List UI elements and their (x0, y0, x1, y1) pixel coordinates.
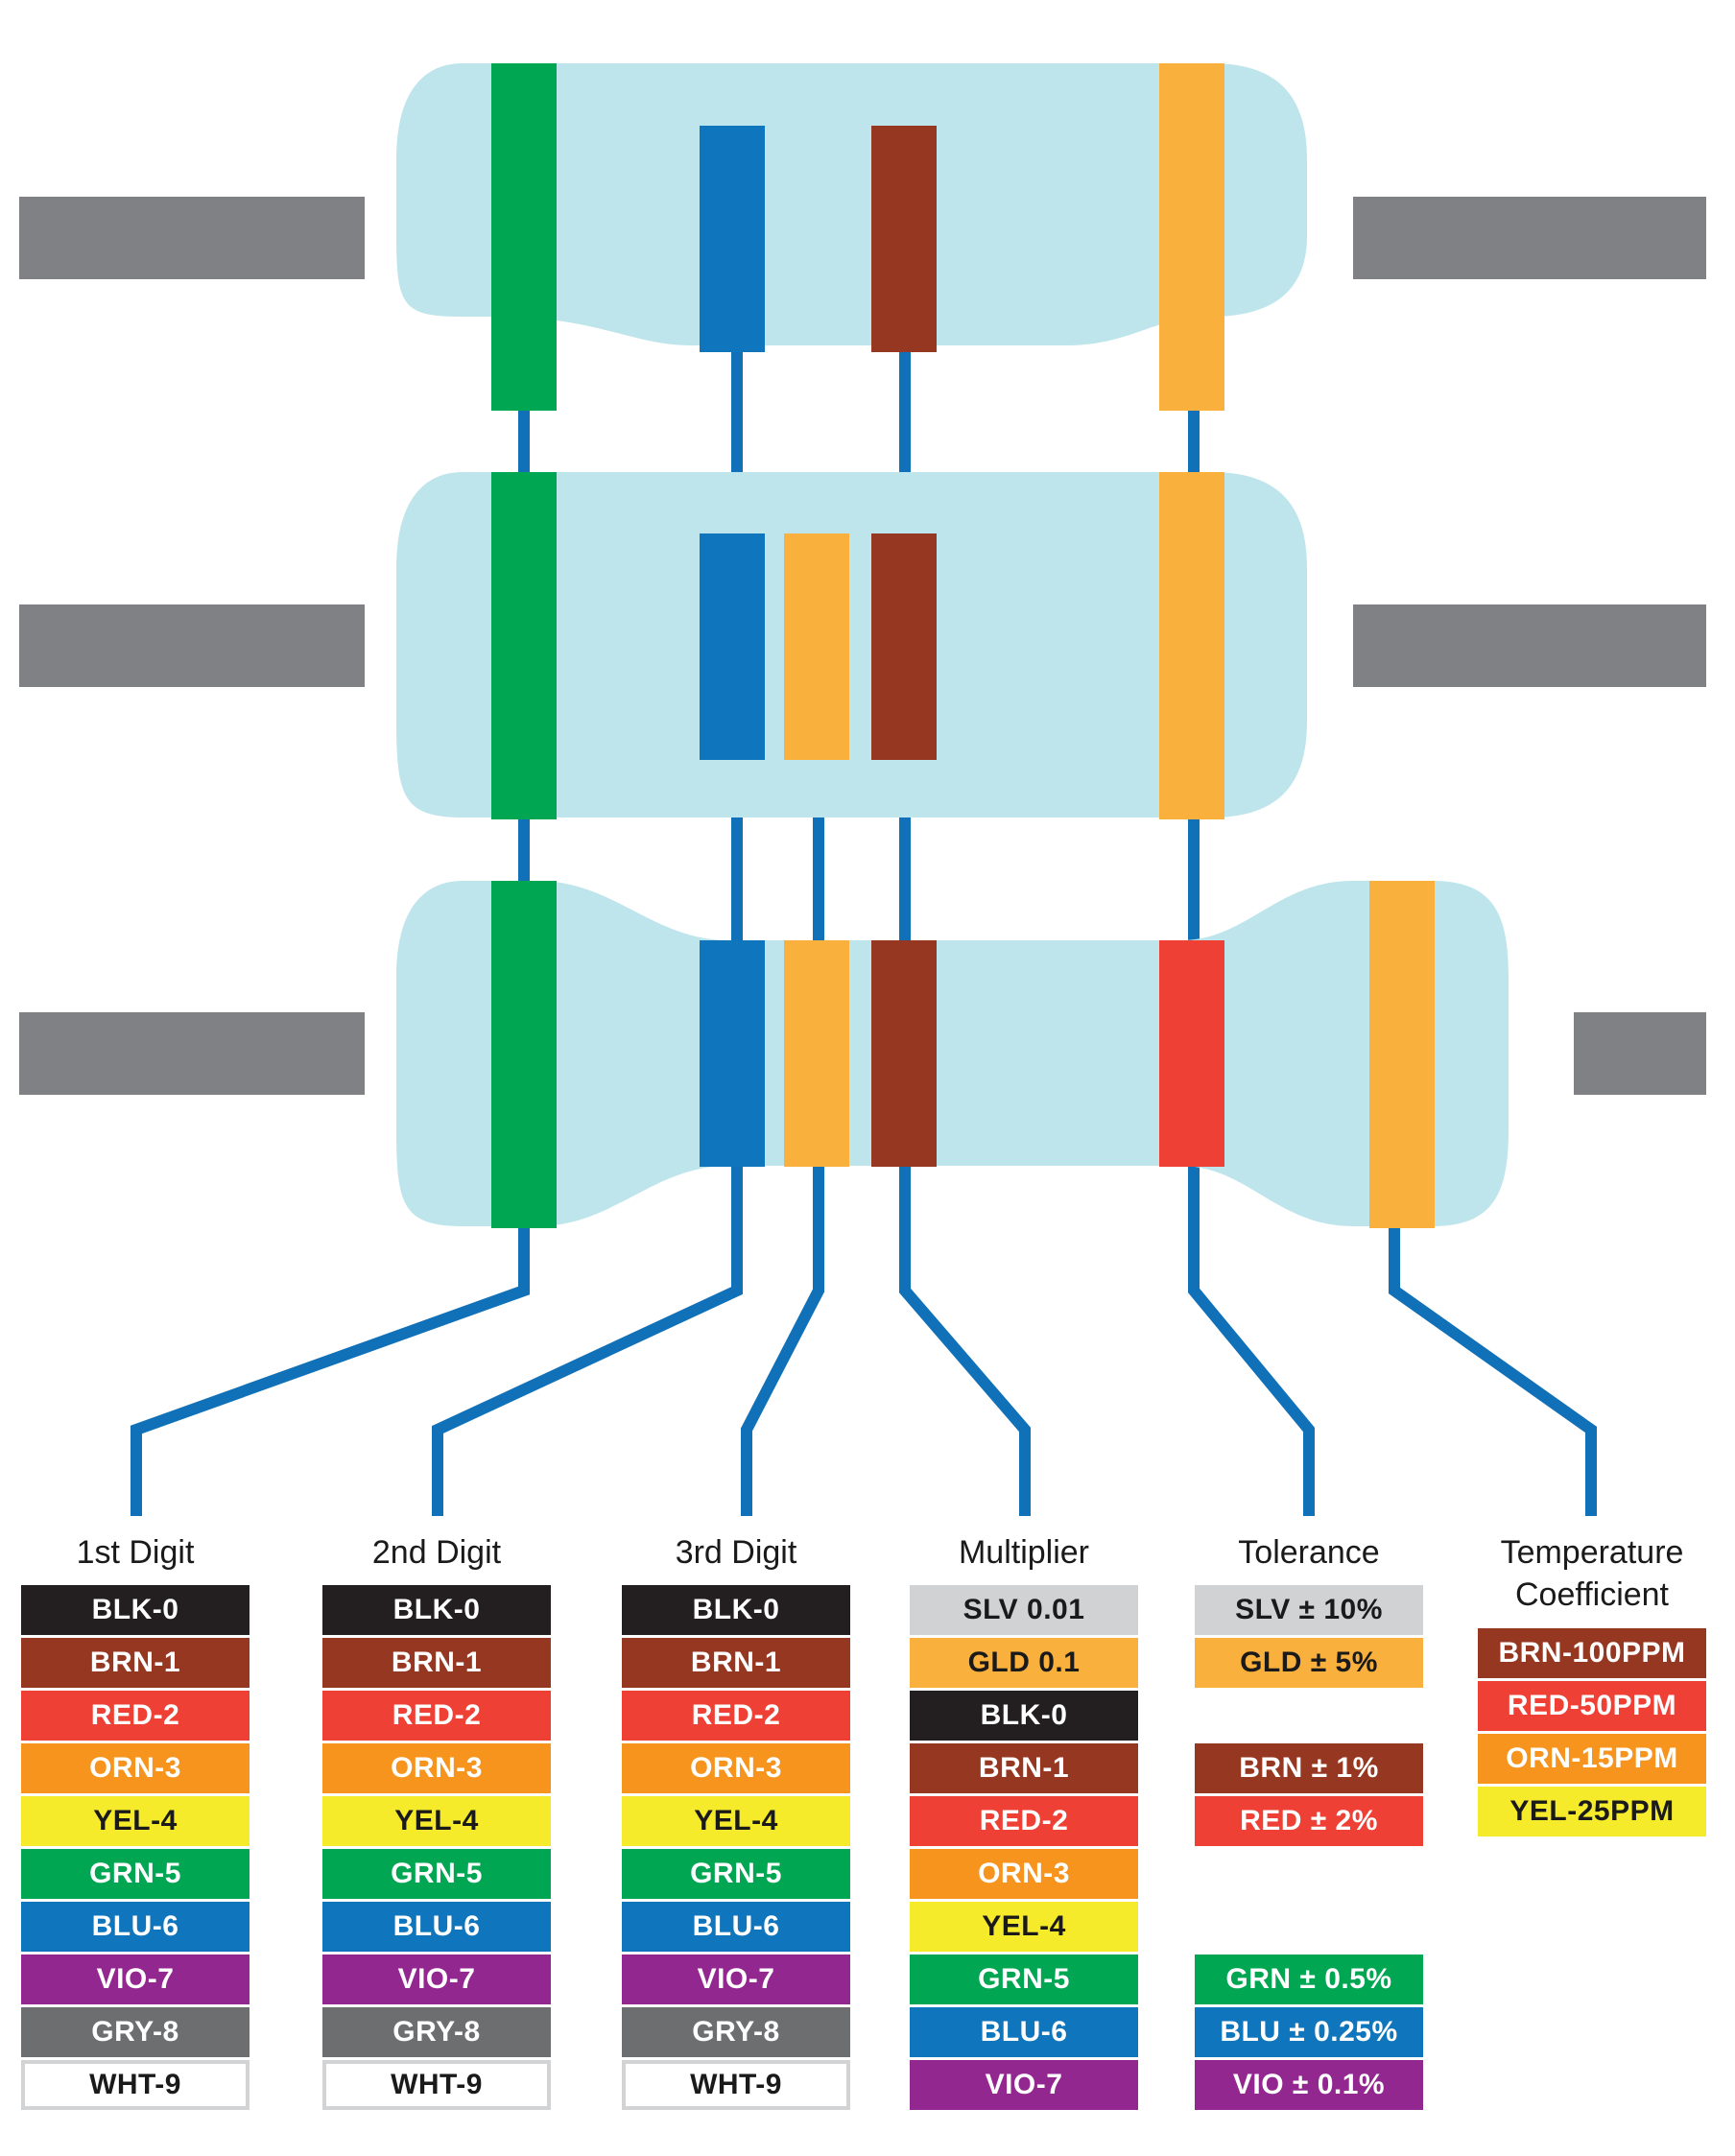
resistor-body (396, 472, 1307, 817)
resistor-4-band (19, 63, 1706, 411)
swatch-digit1: ORN-3 (21, 1743, 250, 1793)
swatch-digit3: GRN-5 (622, 1849, 850, 1899)
swatch-digit3: BLK-0 (622, 1585, 850, 1635)
swatch-tempco: RED-50PPM (1478, 1681, 1706, 1731)
swatch-digit1: BLU-6 (21, 1902, 250, 1952)
column-title-tolerance: Tolerance (1238, 1534, 1380, 1571)
swatch-tolerance: BRN ± 1% (1195, 1743, 1423, 1793)
band-gold (1159, 472, 1224, 819)
swatch-digit3: VIO-7 (622, 1955, 850, 2004)
wire-tempco (1389, 1226, 1597, 1516)
swatch-digit2: BLK-0 (322, 1585, 551, 1635)
band-orange-tempco (1369, 881, 1435, 1228)
band-orange (784, 940, 849, 1167)
swatch-digit1: GRY-8 (21, 2007, 250, 2057)
lead-right (1574, 1012, 1706, 1095)
lead-left (19, 604, 365, 687)
swatch-multiplier: GRN-5 (910, 1955, 1138, 2004)
swatch-digit2: ORN-3 (322, 1743, 551, 1793)
swatch-digit3: ORN-3 (622, 1743, 850, 1793)
swatch-digit2: WHT-9 (322, 2060, 551, 2110)
band-green (491, 472, 557, 819)
swatch-digit2: BRN-1 (322, 1638, 551, 1688)
resistor-6-band (19, 881, 1706, 1228)
swatch-tolerance: VIO ± 0.1% (1195, 2060, 1423, 2110)
band-brown (871, 940, 937, 1167)
swatch-tolerance: GRN ± 0.5% (1195, 1955, 1423, 2004)
swatch-multiplier: GLD 0.1 (910, 1638, 1138, 1688)
swatch-multiplier: YEL-4 (910, 1902, 1138, 1952)
swatch-multiplier: BLU-6 (910, 2007, 1138, 2057)
swatch-digit1: GRN-5 (21, 1849, 250, 1899)
resistor-body (396, 881, 1509, 1226)
swatch-digit1: VIO-7 (21, 1955, 250, 2004)
resistor-body (396, 63, 1307, 345)
swatch-tolerance: GLD ± 5% (1195, 1638, 1423, 1688)
swatch-multiplier: ORN-3 (910, 1849, 1138, 1899)
swatch-digit1: BRN-1 (21, 1638, 250, 1688)
swatch-digit3: BLU-6 (622, 1902, 850, 1952)
band-green (491, 881, 557, 1228)
swatch-digit1: YEL-4 (21, 1796, 250, 1846)
swatch-multiplier: SLV 0.01 (910, 1585, 1138, 1635)
swatch-tempco: YEL-25PPM (1478, 1787, 1706, 1836)
swatch-digit1: RED-2 (21, 1691, 250, 1741)
column-title-tempco: Temperature (1500, 1534, 1684, 1571)
band-blue (700, 940, 765, 1167)
swatch-tempco: ORN-15PPM (1478, 1734, 1706, 1784)
column-title-tempco: Coefficient (1514, 1576, 1670, 1613)
lead-left (19, 1012, 365, 1095)
band-red (1159, 940, 1224, 1167)
band-orange (784, 533, 849, 760)
swatch-multiplier: BLK-0 (910, 1691, 1138, 1741)
swatch-tolerance: BLU ± 0.25% (1195, 2007, 1423, 2057)
swatch-digit3: YEL-4 (622, 1796, 850, 1846)
wire-digit1 (131, 1226, 530, 1516)
wire-multiplier (899, 345, 1031, 1516)
swatch-tolerance: RED ± 2% (1195, 1796, 1423, 1846)
swatch-tempco: BRN-100PPM (1478, 1628, 1706, 1678)
swatch-digit3: GRY-8 (622, 2007, 850, 2057)
column-title-digit2: 2nd Digit (371, 1534, 502, 1571)
swatch-digit3: WHT-9 (622, 2060, 850, 2110)
band-blue (700, 126, 765, 352)
column-title-digit3: 3rd Digit (675, 1534, 797, 1571)
wire-digit2 (432, 345, 743, 1516)
swatch-digit2: GRY-8 (322, 2007, 551, 2057)
swatch-digit1: BLK-0 (21, 1585, 250, 1635)
lead-right (1353, 197, 1706, 279)
swatch-digit3: BRN-1 (622, 1638, 850, 1688)
lead-right (1353, 604, 1706, 687)
band-brown (871, 533, 937, 760)
band-brown (871, 126, 937, 352)
band-gold (1159, 63, 1224, 411)
swatch-digit2: BLU-6 (322, 1902, 551, 1952)
lead-left (19, 197, 365, 279)
swatch-digit2: VIO-7 (322, 1955, 551, 2004)
swatch-digit2: GRN-5 (322, 1849, 551, 1899)
wire-tolerance (1188, 1164, 1315, 1516)
resistor-5-band (19, 472, 1706, 819)
resistor-diagram (19, 63, 1706, 1516)
swatch-digit2: RED-2 (322, 1691, 551, 1741)
column-title-digit1: 1st Digit (76, 1534, 195, 1571)
swatch-digit2: YEL-4 (322, 1796, 551, 1846)
swatch-multiplier: BRN-1 (910, 1743, 1138, 1793)
column-title-multiplier: Multiplier (958, 1534, 1090, 1571)
swatch-digit1: WHT-9 (21, 2060, 250, 2110)
band-green (491, 63, 557, 411)
swatch-multiplier: VIO-7 (910, 2060, 1138, 2110)
swatch-multiplier: RED-2 (910, 1796, 1138, 1846)
band-blue (700, 533, 765, 760)
swatch-tolerance: SLV ± 10% (1195, 1585, 1423, 1635)
swatch-digit3: RED-2 (622, 1691, 850, 1741)
